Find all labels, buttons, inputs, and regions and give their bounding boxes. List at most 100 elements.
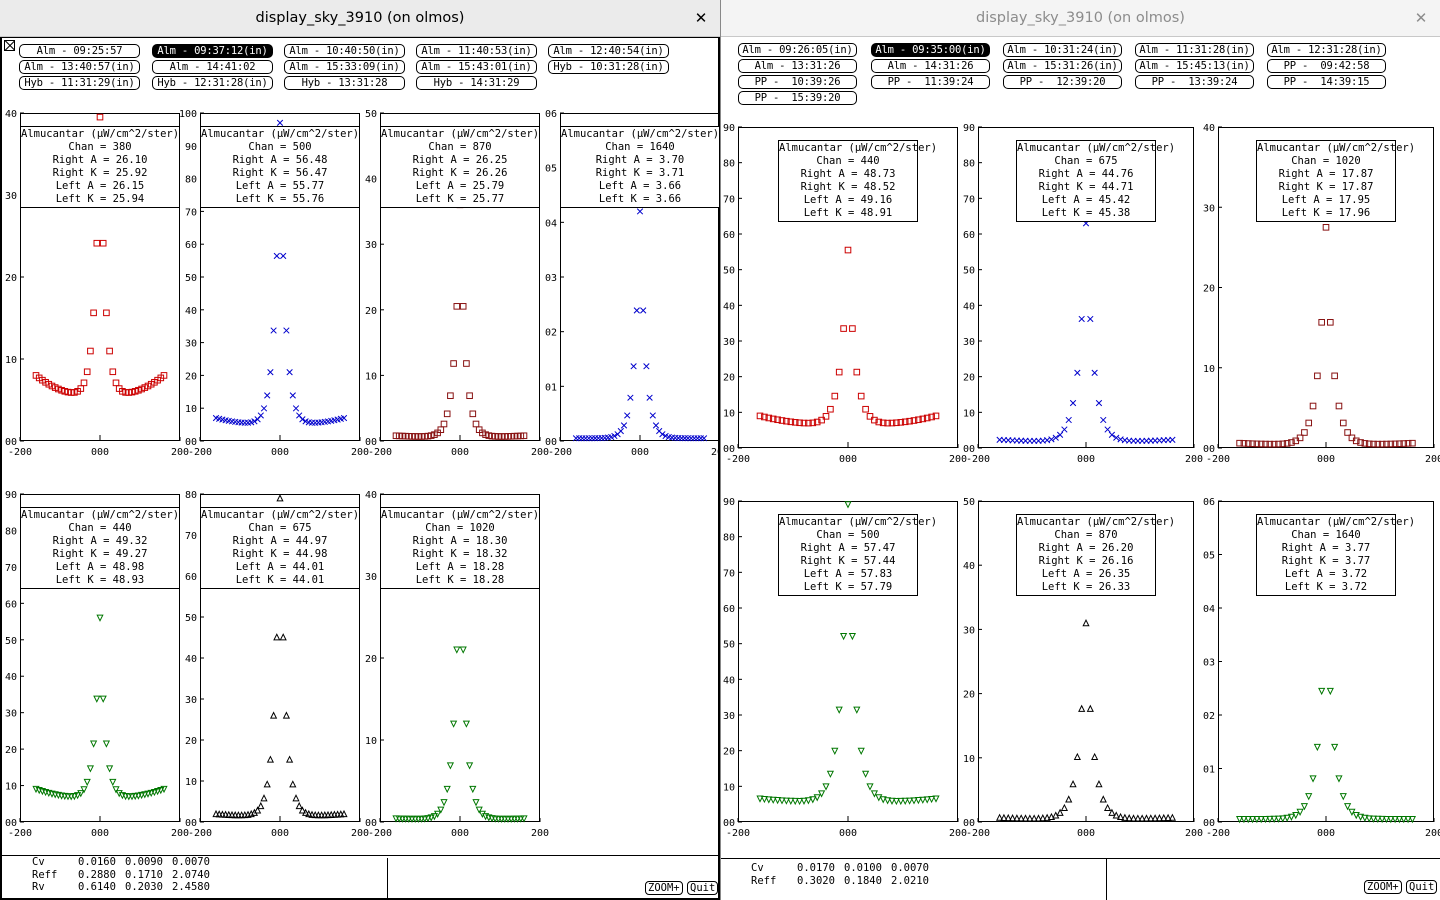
time-button[interactable]: Alm - 14:41:02 [152, 60, 273, 74]
quit-button[interactable]: Quit [687, 881, 719, 895]
y-tick-label: 10 [723, 408, 735, 419]
legend-right-k: Right K = 44.98 [232, 548, 328, 560]
data-point [469, 785, 477, 794]
stats-row: Reff 0.3020 0.1840 2.0210 [751, 875, 938, 888]
quit-button[interactable]: Quit [1406, 880, 1438, 894]
data-point [1017, 814, 1025, 822]
x-tick-label: 000 [451, 828, 469, 839]
data-point [1056, 431, 1064, 438]
scatter-plot: 00 10 20 30 40 -200 000 200 Almucantar (µW/cm^2/… [365, 490, 549, 839]
data-point [1352, 811, 1360, 820]
data-point [103, 309, 110, 317]
time-button[interactable]: Alm - 11:31:28(in) [1135, 43, 1254, 57]
plot-legend: Almucantar (µW/cm^2/ster) Chan = 870 Right… [380, 126, 540, 208]
time-button[interactable]: Alm - 13:31:26 [738, 59, 857, 73]
data-point [105, 765, 114, 773]
time-button[interactable]: Alm - 15:31:26(in) [1003, 59, 1122, 73]
data-point [1240, 440, 1248, 447]
data-point [627, 394, 634, 401]
y-tick-label: 10 [963, 754, 975, 765]
data-point [1335, 402, 1343, 410]
x-tick-label: 200 [1185, 454, 1203, 465]
data-point [109, 368, 117, 376]
time-button[interactable]: Alm - 09:37:12(in) [152, 44, 273, 58]
data-point [1313, 743, 1321, 752]
data-point [866, 413, 874, 420]
data-point [611, 432, 618, 440]
data-point [1244, 816, 1252, 824]
zoom-button[interactable]: ZOOM+ [645, 881, 683, 895]
scatter-plot: 00 10 20 30 40 50 60 70 80 90 -200 000 200 Almucantar… [5, 490, 189, 839]
time-button[interactable]: Alm - 12:40:54(in) [548, 44, 669, 58]
data-point [459, 646, 467, 654]
data-point [923, 796, 931, 804]
data-point [1069, 779, 1077, 788]
data-point [1296, 808, 1304, 817]
zoom-button[interactable]: ZOOM+ [1364, 880, 1402, 894]
time-button[interactable]: PP - 15:39:20 [738, 91, 857, 105]
corner-close-icon[interactable] [4, 40, 15, 51]
time-button[interactable]: Alm - 10:31:24(in) [1003, 43, 1122, 57]
close-icon[interactable]: ✕ [694, 9, 708, 27]
time-button[interactable]: Hyb - 11:31:29(in) [19, 76, 140, 90]
y-tick-label: 20 [5, 745, 17, 756]
data-point [875, 418, 883, 426]
y-tick-label: 30 [963, 625, 975, 636]
y-tick-label: 30 [723, 711, 735, 722]
time-button[interactable]: Alm - 14:31:26 [871, 59, 990, 73]
data-point [112, 379, 120, 387]
time-button[interactable]: PP - 14:39:15 [1267, 75, 1386, 89]
data-point [433, 810, 442, 818]
data-point [157, 787, 165, 795]
time-button[interactable]: PP - 11:39:24 [871, 75, 990, 89]
time-button[interactable]: PP - 09:42:58 [1267, 59, 1386, 73]
time-button[interactable]: Alm - 09:26:05(in) [738, 43, 857, 57]
right-window: display_sky_3910 (on olmos) ✕ Alm - 09:2… [721, 0, 1440, 900]
x-tick-label: 200 [531, 828, 549, 839]
time-button[interactable]: PP - 12:39:20 [1003, 75, 1122, 89]
plot-svg: 00 10 20 30 40 50 60 70 80 90 -200 000 200 [723, 123, 967, 465]
time-button[interactable]: Alm - 09:35:00(in) [871, 43, 990, 57]
stats-label: Cv [751, 862, 796, 874]
close-icon[interactable]: ✕ [1414, 9, 1428, 27]
data-point [1164, 813, 1172, 821]
window-title: display_sky_3910 (on olmos) [976, 10, 1185, 26]
time-button[interactable]: Alm - 11:40:53(in) [416, 44, 537, 58]
data-point [449, 720, 458, 728]
time-button[interactable]: Alm - 09:25:57 [19, 44, 140, 58]
y-tick-label: 10 [5, 355, 17, 366]
x-tick-label: 200 [1185, 828, 1203, 839]
time-button[interactable]: Hyb - 12:31:28(in) [152, 76, 273, 90]
y-tick-label: 04 [1203, 604, 1215, 615]
legend-left-k: Left K = 57.79 [803, 581, 893, 593]
data-point [809, 419, 817, 427]
y-tick-label: 70 [5, 563, 17, 574]
time-button[interactable]: Alm - 10:40:50(in) [284, 44, 405, 58]
data-point [778, 417, 786, 424]
data-point [624, 412, 631, 419]
x-tick-label: -200 [548, 447, 572, 458]
data-point [1275, 440, 1282, 448]
y-tick-label: 50 [185, 613, 197, 624]
time-button[interactable]: Alm - 15:43:01(in) [416, 60, 537, 74]
time-button[interactable]: PP - 13:39:24 [1135, 75, 1254, 89]
time-button[interactable]: Alm - 15:45:13(in) [1135, 59, 1254, 73]
time-button[interactable]: Alm - 12:31:28(in) [1267, 43, 1386, 57]
data-point [102, 740, 111, 748]
time-button[interactable]: Hyb - 14:31:29 [416, 76, 537, 90]
time-button[interactable]: Alm - 15:33:09(in) [284, 60, 405, 74]
data-point [83, 368, 91, 376]
data-point [267, 369, 274, 376]
data-point [99, 695, 107, 703]
data-point [1266, 440, 1274, 448]
data-point [1155, 814, 1164, 822]
time-button[interactable]: Hyb - 13:31:28 [284, 76, 405, 90]
time-button[interactable]: PP - 10:39:26 [738, 75, 857, 89]
data-point [1021, 814, 1030, 822]
time-button[interactable]: Alm - 13:40:57(in) [19, 60, 140, 74]
x-tick-label: 000 [1077, 828, 1095, 839]
data-point [251, 418, 258, 425]
time-button[interactable]: Hyb - 10:31:28(in) [548, 60, 669, 74]
stats-row: Rv 0.6140 0.2030 2.4580 [32, 881, 219, 894]
data-point [459, 303, 467, 310]
